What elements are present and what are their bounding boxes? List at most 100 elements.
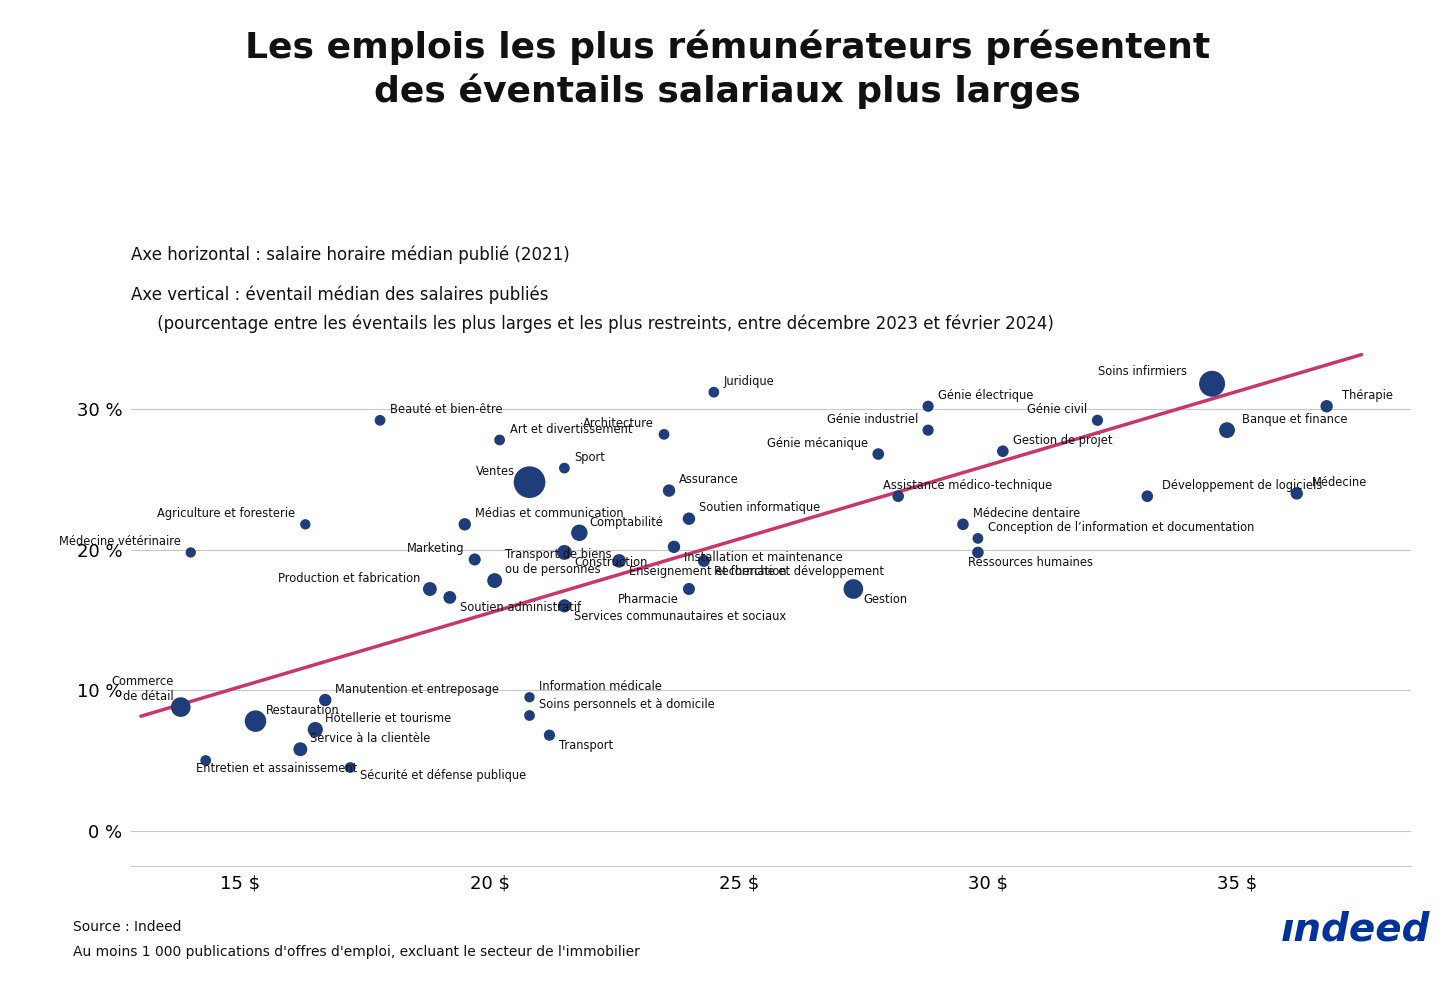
Point xyxy=(703,385,726,400)
Text: Soutien administratif: Soutien administratif xyxy=(460,601,581,614)
Point xyxy=(244,713,268,729)
Point xyxy=(487,432,511,448)
Point xyxy=(886,488,909,504)
Text: Thérapie: Thérapie xyxy=(1342,389,1392,402)
Point xyxy=(553,598,576,614)
Point xyxy=(553,461,576,476)
Text: Médecine: Médecine xyxy=(1312,476,1368,489)
Point xyxy=(169,700,192,715)
Point xyxy=(841,582,864,597)
Point xyxy=(194,753,217,769)
Text: Ventes: Ventes xyxy=(476,465,515,478)
Text: Source : Indeed: Source : Indeed xyxy=(73,920,182,934)
Point xyxy=(867,446,890,461)
Point xyxy=(518,707,541,723)
Text: Service à la clientèle: Service à la clientèle xyxy=(310,732,431,745)
Text: Gestion: Gestion xyxy=(863,593,908,606)
Text: Au moins 1 000 publications d'offres d'emploi, excluant le secteur de l'immobili: Au moins 1 000 publications d'offres d'e… xyxy=(73,945,640,958)
Point xyxy=(1315,399,1339,414)
Point xyxy=(693,553,716,569)
Text: Soins infirmiers: Soins infirmiers xyxy=(1099,365,1187,378)
Point xyxy=(658,483,681,499)
Text: Construction: Construction xyxy=(575,556,647,570)
Point xyxy=(662,539,685,555)
Text: Médecine vétérinaire: Médecine vétérinaire xyxy=(58,535,180,548)
Text: Juridique: Juridique xyxy=(723,375,774,388)
Text: Axe vertical : éventail médian des salaires publiés: Axe vertical : éventail médian des salai… xyxy=(131,285,549,304)
Point xyxy=(917,399,940,414)
Text: Les emplois les plus rémunérateurs présentent
des éventails salariaux plus large: Les emplois les plus rémunérateurs prése… xyxy=(244,30,1211,109)
Point xyxy=(304,721,327,737)
Text: Production et fabrication: Production et fabrication xyxy=(278,572,420,584)
Point xyxy=(483,573,506,588)
Point xyxy=(339,760,362,775)
Point xyxy=(463,552,486,568)
Point xyxy=(1285,485,1308,501)
Text: Conception de l’information et documentation: Conception de l’information et documenta… xyxy=(988,522,1254,534)
Point xyxy=(368,412,391,428)
Text: Génie industriel: Génie industriel xyxy=(826,413,918,426)
Point xyxy=(179,544,202,560)
Point xyxy=(518,690,541,706)
Point xyxy=(453,517,476,532)
Text: Ressources humaines: Ressources humaines xyxy=(968,556,1093,570)
Point xyxy=(1085,412,1109,428)
Point xyxy=(1200,376,1224,392)
Text: Sport: Sport xyxy=(575,451,605,463)
Text: Médecine dentaire: Médecine dentaire xyxy=(973,507,1080,521)
Point xyxy=(678,511,701,526)
Point xyxy=(1136,488,1160,504)
Text: Agriculture et foresterie: Agriculture et foresterie xyxy=(157,507,295,521)
Text: Marketing: Marketing xyxy=(407,542,464,555)
Text: Information médicale: Information médicale xyxy=(540,680,662,693)
Text: Restauration: Restauration xyxy=(265,704,339,717)
Point xyxy=(678,582,701,597)
Text: Assistance médico-technique: Assistance médico-technique xyxy=(883,479,1052,492)
Text: Comptabilité: Comptabilité xyxy=(589,516,663,528)
Point xyxy=(1215,422,1238,438)
Text: Génie mécanique: Génie mécanique xyxy=(767,437,869,450)
Point xyxy=(917,422,940,438)
Text: ındeed: ındeed xyxy=(1280,911,1430,949)
Point xyxy=(553,544,576,560)
Text: Transport de biens
ou de personnes: Transport de biens ou de personnes xyxy=(505,548,611,577)
Text: Installation et maintenance: Installation et maintenance xyxy=(684,551,842,564)
Text: Génie civil: Génie civil xyxy=(1027,403,1087,416)
Point xyxy=(608,553,631,569)
Text: Recherche et développement: Recherche et développement xyxy=(714,565,883,578)
Text: Soutien informatique: Soutien informatique xyxy=(698,502,821,515)
Point xyxy=(538,727,562,743)
Text: Banque et finance: Banque et finance xyxy=(1243,413,1347,426)
Text: Enseignement et formation: Enseignement et formation xyxy=(629,565,787,578)
Text: Architecture: Architecture xyxy=(583,417,655,430)
Text: Entretien et assainissement: Entretien et assainissement xyxy=(196,762,356,774)
Point xyxy=(991,444,1014,460)
Text: Sécurité et défense publique: Sécurité et défense publique xyxy=(361,769,527,781)
Point xyxy=(314,692,338,707)
Text: Beauté et bien-être: Beauté et bien-être xyxy=(390,403,502,416)
Text: Transport: Transport xyxy=(559,739,614,752)
Text: Commerce
de détail: Commerce de détail xyxy=(111,675,173,703)
Text: Assurance: Assurance xyxy=(679,473,739,486)
Point xyxy=(952,517,975,532)
Text: Hôtellerie et tourisme: Hôtellerie et tourisme xyxy=(326,712,451,725)
Point xyxy=(518,474,541,490)
Text: Pharmacie: Pharmacie xyxy=(618,593,679,606)
Text: Génie électrique: Génie électrique xyxy=(938,389,1033,402)
Point xyxy=(652,426,675,442)
Text: Médias et communication: Médias et communication xyxy=(474,507,623,521)
Text: Axe horizontal : salaire horaire médian publié (2021): Axe horizontal : salaire horaire médian … xyxy=(131,246,570,265)
Point xyxy=(288,741,311,757)
Text: Art et divertissement: Art et divertissement xyxy=(509,423,631,436)
Text: Services communautaires et sociaux: Services communautaires et sociaux xyxy=(575,610,787,623)
Text: Gestion de projet: Gestion de projet xyxy=(1013,434,1112,447)
Text: Manutention et entreposage: Manutention et entreposage xyxy=(335,683,499,696)
Point xyxy=(418,582,441,597)
Point xyxy=(966,530,989,546)
Text: (pourcentage entre les éventails les plus larges et les plus restreints, entre d: (pourcentage entre les éventails les plu… xyxy=(131,315,1053,334)
Text: Soins personnels et à domicile: Soins personnels et à domicile xyxy=(540,699,716,711)
Point xyxy=(966,544,989,560)
Point xyxy=(567,524,591,540)
Point xyxy=(294,517,317,532)
Point xyxy=(438,589,461,605)
